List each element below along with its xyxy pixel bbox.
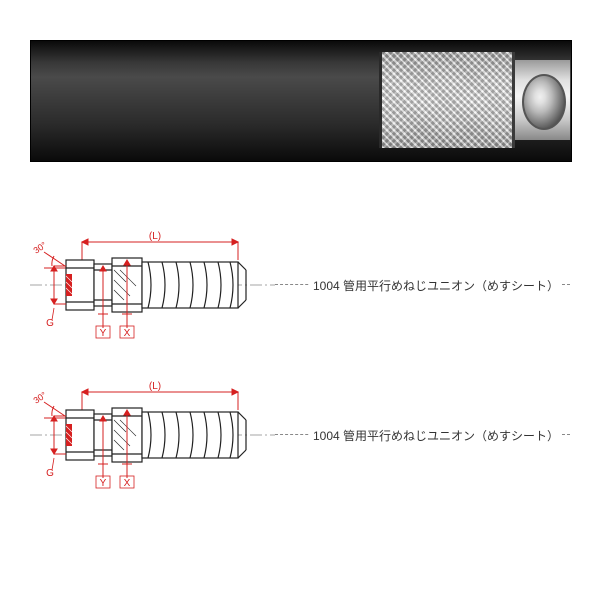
fitting-description-2: 1004 管用平行めねじユニオン（めすシート） bbox=[310, 427, 562, 444]
dim-length-label: (L) bbox=[149, 231, 161, 242]
fitting-drawing-2: (L) 30° bbox=[30, 380, 275, 490]
hose-braided-layer bbox=[379, 52, 515, 148]
hose-photo bbox=[30, 40, 570, 160]
hose-bore bbox=[522, 74, 566, 130]
dim-g-label: G bbox=[46, 318, 54, 329]
dim-x-label: X bbox=[124, 328, 131, 339]
dim-x-label: X bbox=[124, 478, 131, 489]
dim-length-label: (L) bbox=[149, 381, 161, 392]
dim-y-label: Y bbox=[100, 478, 107, 489]
dim-g-label: G bbox=[46, 468, 54, 479]
fitting-description-1: 1004 管用平行めねじユニオン（めすシート） bbox=[310, 277, 562, 294]
fitting-diagram-2: (L) 30° bbox=[30, 380, 570, 490]
fitting-drawing-1: (L) 30° bbox=[30, 230, 275, 340]
dim-y-label: Y bbox=[100, 328, 107, 339]
fitting-diagram-1: (L) 30° bbox=[30, 230, 570, 340]
